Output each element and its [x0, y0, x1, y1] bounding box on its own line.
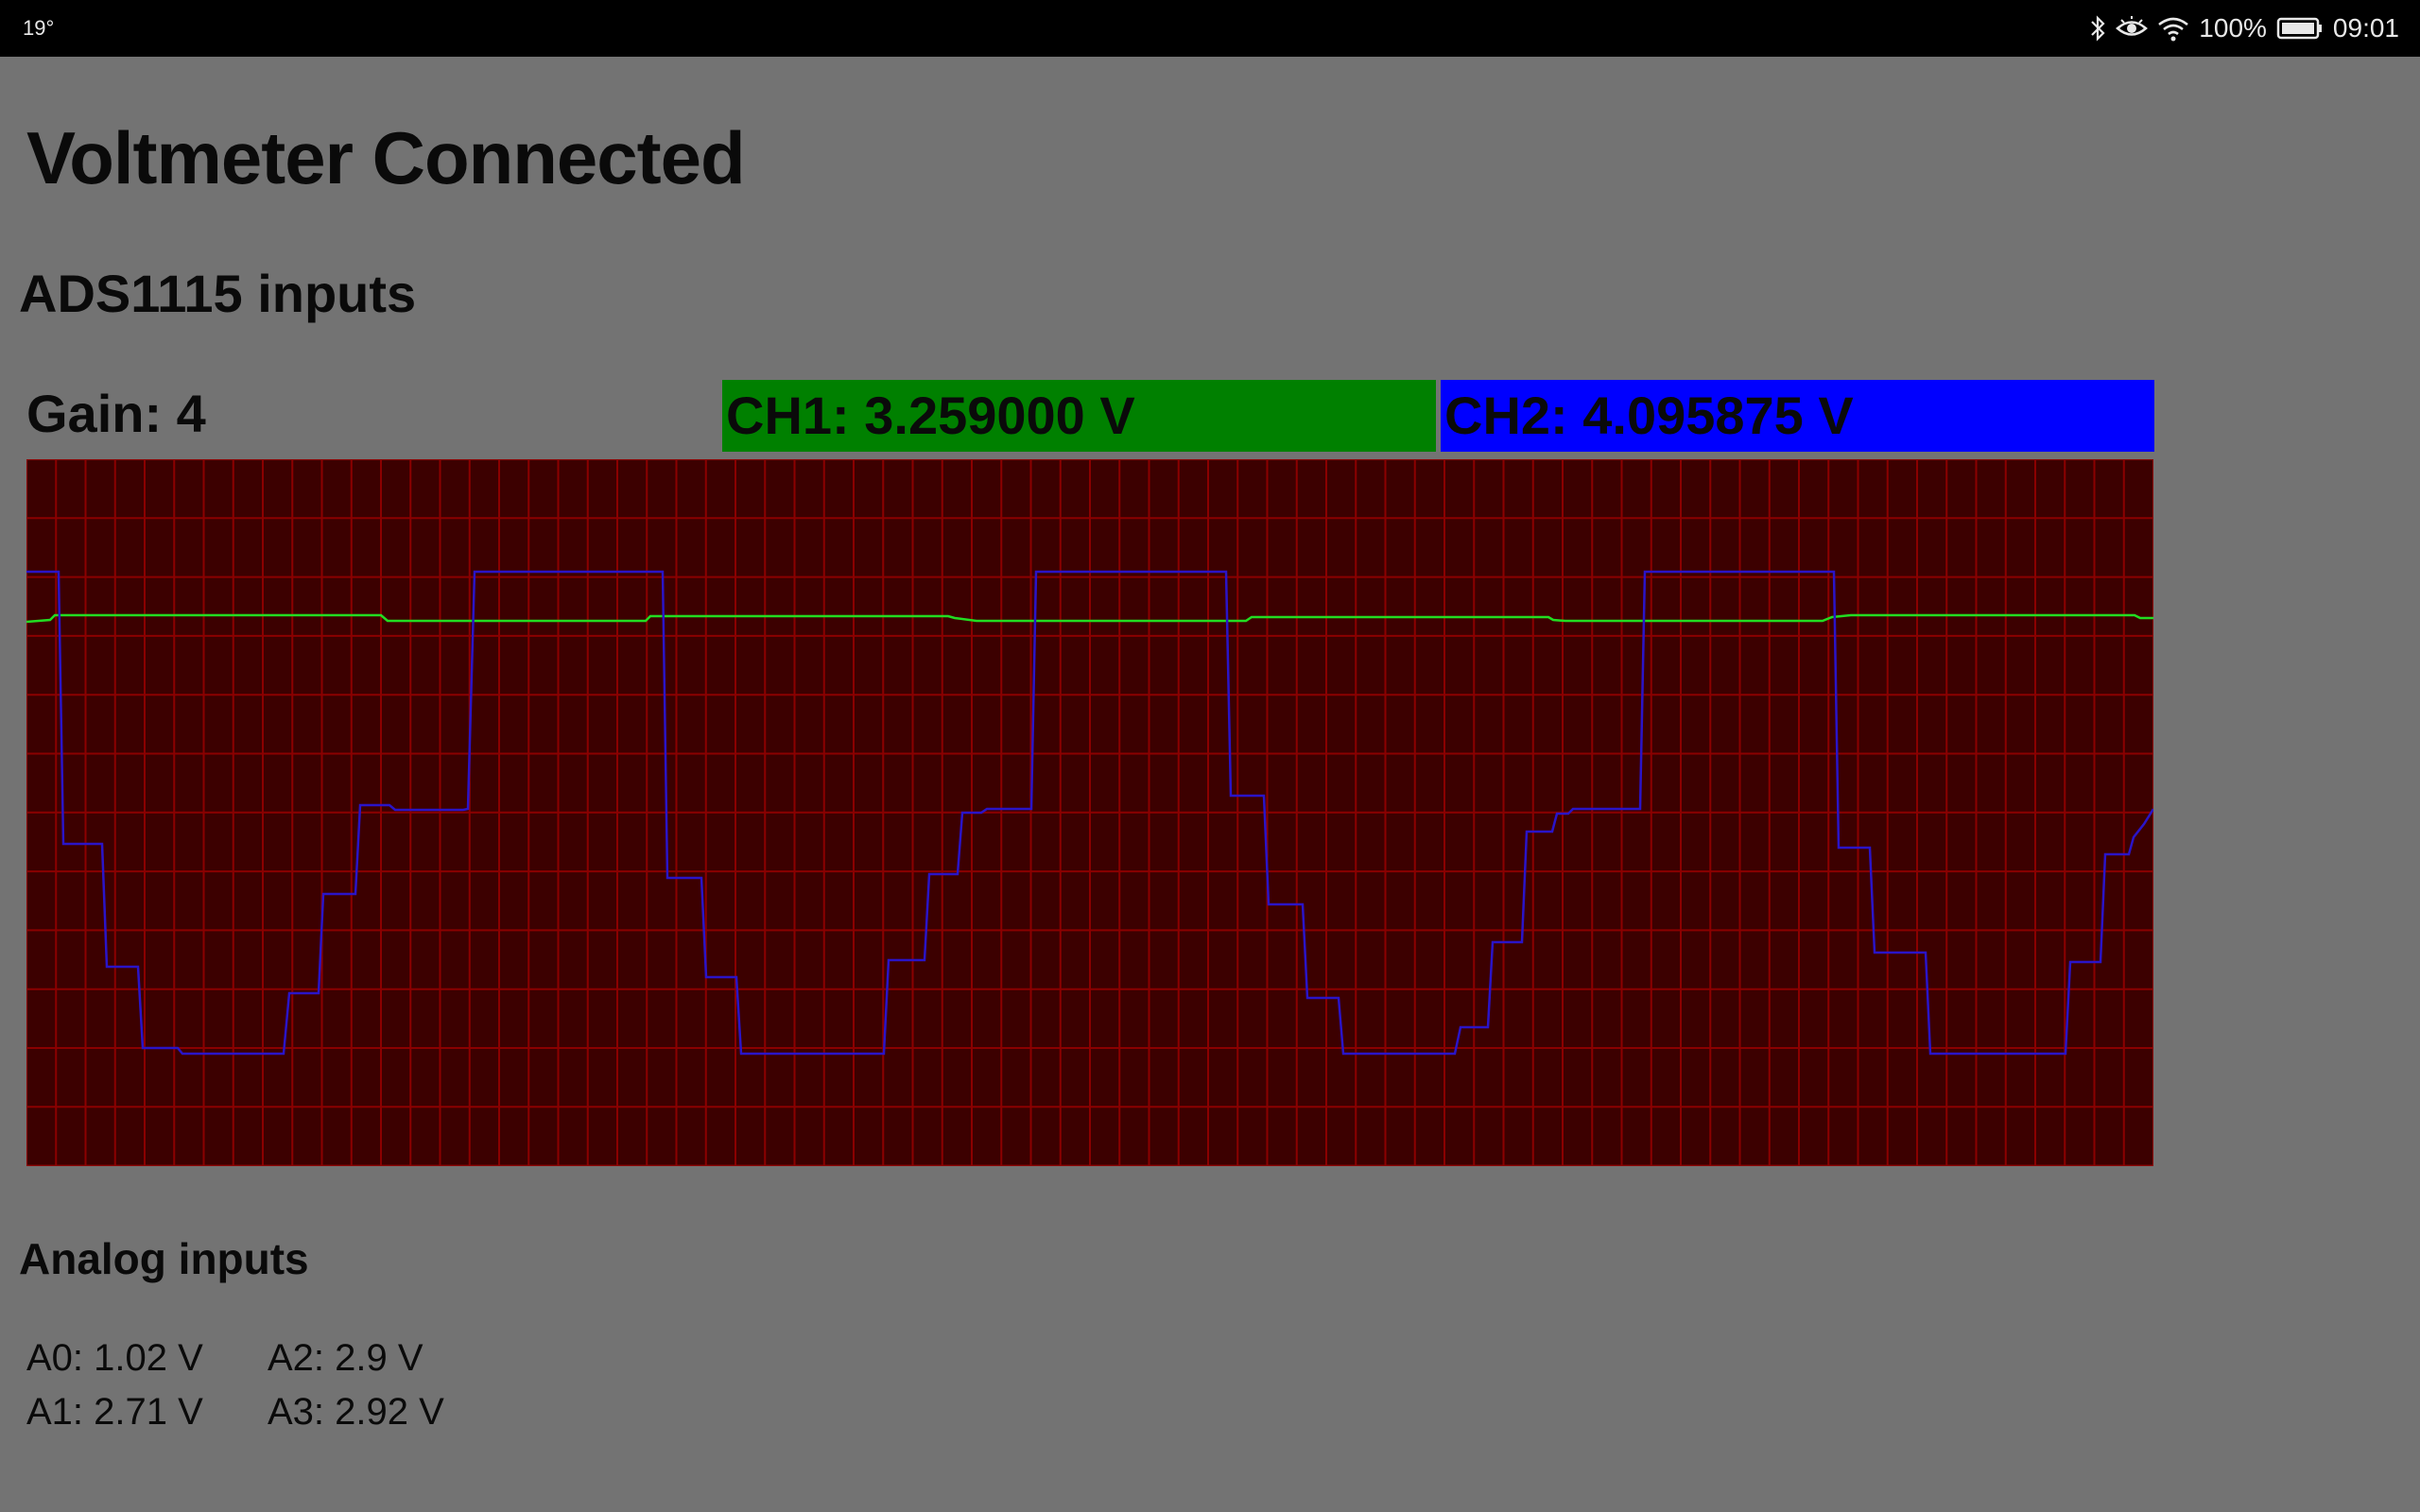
battery-percent: 100% — [2199, 13, 2267, 43]
analog-a0: A0: 1.02 V — [26, 1337, 203, 1379]
battery-icon — [2276, 15, 2324, 42]
wifi-icon — [2157, 14, 2189, 43]
ch1-trace — [26, 613, 2153, 624]
eye-icon — [2116, 14, 2149, 43]
ads-section-heading: ADS1115 inputs — [19, 264, 417, 323]
status-icons: 100% 09:01 — [2089, 0, 2399, 57]
ch2-trace — [26, 570, 2153, 1056]
analog-a3: A3: 2.92 V — [268, 1391, 444, 1433]
gain-label: Gain: 4 — [26, 384, 206, 443]
page-title: Voltmeter Connected — [26, 116, 746, 199]
clock: 09:01 — [2332, 13, 2399, 43]
temperature-indicator: 19° — [23, 16, 55, 40]
ch1-readout: CH1: 3.259000 V — [722, 380, 1436, 452]
scope-grid — [26, 459, 2153, 1166]
oscilloscope-plot — [26, 459, 2153, 1166]
bluetooth-icon — [2089, 14, 2106, 43]
oscilloscope-canvas — [26, 459, 2153, 1166]
analog-a1: A1: 2.71 V — [26, 1391, 203, 1433]
status-bar: 19° 100% 09:01 — [0, 0, 2420, 57]
analog-a2: A2: 2.9 V — [268, 1337, 424, 1379]
ch2-readout: CH2: 4.095875 V — [1441, 380, 2154, 452]
analog-section-heading: Analog inputs — [19, 1234, 309, 1283]
